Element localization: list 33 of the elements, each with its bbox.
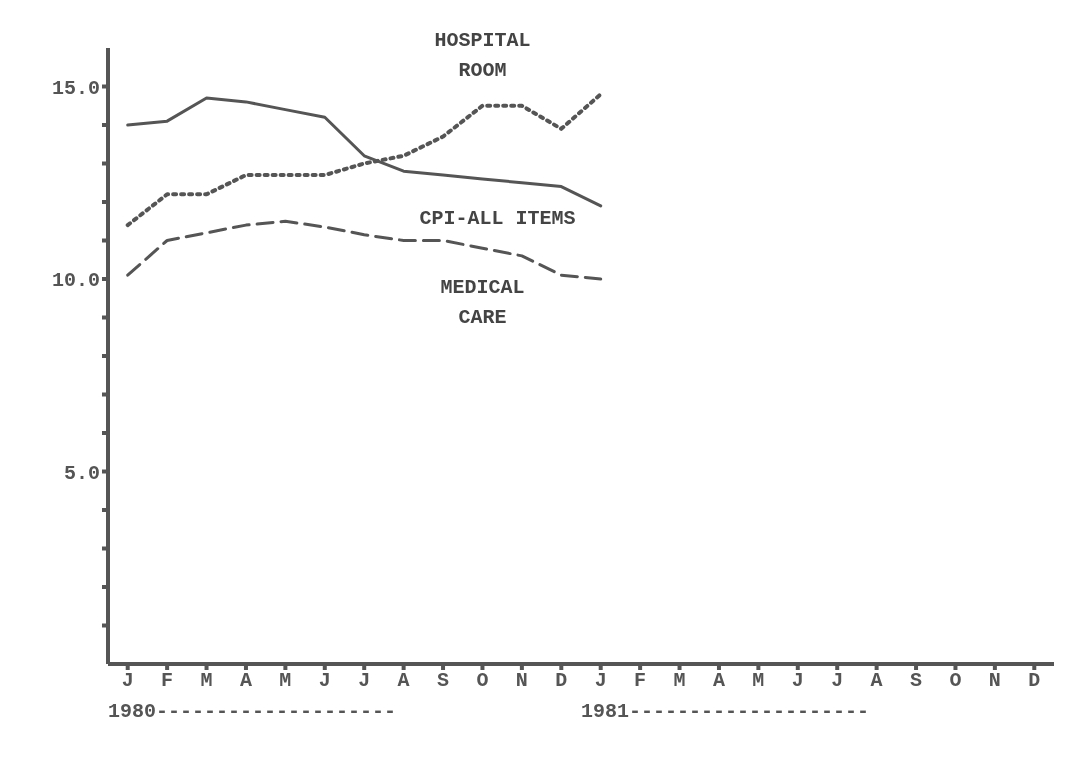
x-tick-label: F bbox=[161, 669, 174, 693]
x-tick-label: A bbox=[712, 669, 725, 693]
x-tick-label: S bbox=[437, 669, 450, 693]
x-tick-label: D bbox=[555, 669, 568, 693]
x-tick-label: D bbox=[1028, 669, 1041, 693]
series-label: CPI-ALL ITEMS bbox=[419, 206, 576, 230]
text: 1980-------------------- bbox=[108, 700, 398, 723]
x-tick-label: J bbox=[791, 669, 804, 693]
line-series bbox=[125, 92, 603, 228]
series-label: MEDICAL CARE bbox=[440, 276, 525, 330]
x-tick-label: O bbox=[476, 669, 489, 693]
x-tick-label: M bbox=[673, 669, 686, 693]
x-tick-label: M bbox=[752, 669, 765, 693]
y-tick-label: 5.0 bbox=[63, 461, 100, 485]
x-tick-label: A bbox=[397, 669, 410, 693]
x-tick-label: A bbox=[239, 669, 252, 693]
x-tick-label: M bbox=[279, 669, 292, 693]
x-tick-label: J bbox=[831, 669, 844, 693]
x-tick-label: O bbox=[949, 669, 962, 693]
y-tick-label: 10.0 bbox=[51, 269, 100, 293]
x-tick-label: N bbox=[515, 669, 528, 693]
x-tick-label: J bbox=[358, 669, 371, 693]
x-tick-label: J bbox=[121, 669, 134, 693]
x-tick-label: J bbox=[594, 669, 607, 693]
x-tick-label: A bbox=[870, 669, 883, 693]
y-tick-label: 15.0 bbox=[51, 76, 100, 100]
x-tick-label: J bbox=[318, 669, 331, 693]
series-label: HOSPITAL ROOM bbox=[434, 28, 531, 82]
x-tick-label: S bbox=[910, 669, 923, 693]
x-tick-label: F bbox=[634, 669, 647, 693]
x-tick-label: M bbox=[200, 669, 213, 693]
x-tick-label: N bbox=[988, 669, 1001, 693]
text: 1981-------------------- bbox=[581, 700, 871, 723]
